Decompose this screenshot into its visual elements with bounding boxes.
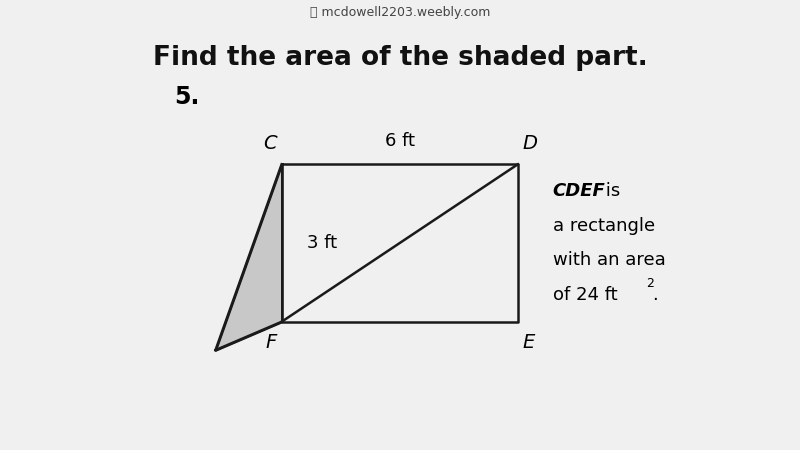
Text: 🔒 mcdowell2203.weebly.com: 🔒 mcdowell2203.weebly.com: [310, 6, 490, 19]
Text: 2: 2: [646, 278, 654, 290]
Text: with an area: with an area: [553, 251, 666, 269]
Text: C: C: [263, 134, 277, 153]
Text: 6 ft: 6 ft: [385, 132, 414, 150]
Text: CDEF: CDEF: [553, 182, 606, 200]
Text: 3 ft: 3 ft: [307, 234, 337, 252]
Text: .: .: [653, 286, 658, 304]
Text: of 24 ft: of 24 ft: [553, 286, 617, 304]
Text: is: is: [600, 182, 620, 200]
Text: Find the area of the shaded part.: Find the area of the shaded part.: [153, 45, 647, 71]
Text: 5.: 5.: [174, 86, 200, 109]
Text: D: D: [522, 134, 538, 153]
Text: E: E: [522, 333, 535, 352]
Text: F: F: [266, 333, 277, 352]
Text: a rectangle: a rectangle: [553, 217, 654, 235]
